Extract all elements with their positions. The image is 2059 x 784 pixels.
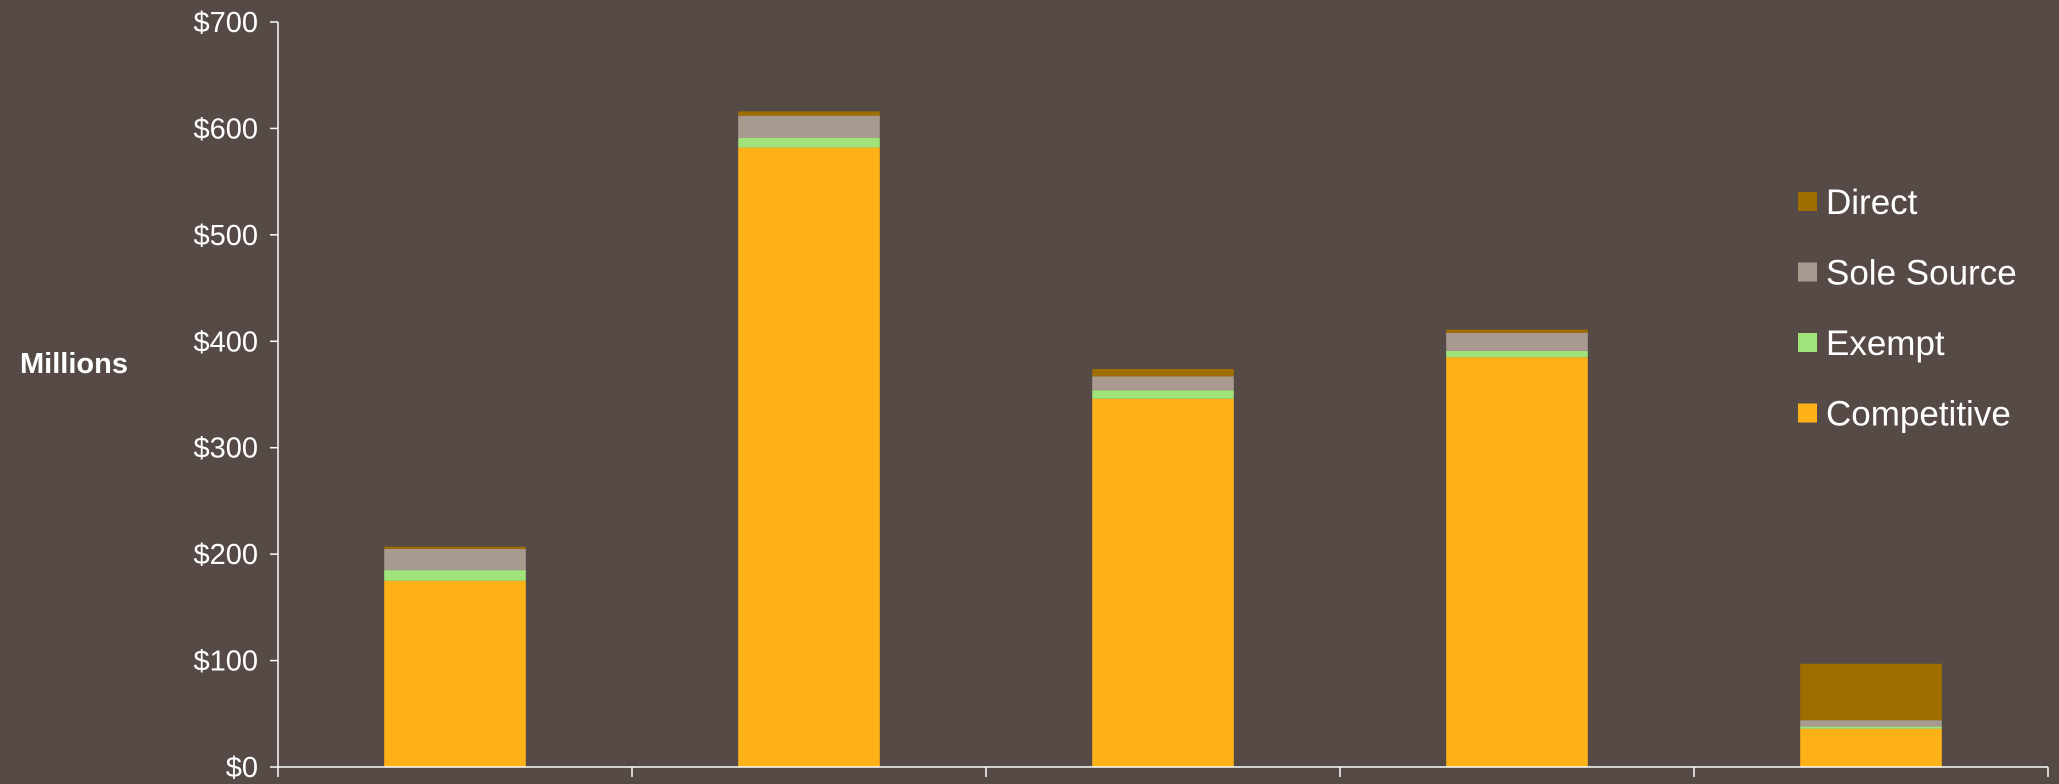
y-tick-label: $500 (193, 220, 258, 252)
bar-segment-direct (1446, 329, 1588, 333)
y-tick-label: $200 (193, 539, 258, 571)
bar-segment-competitive (1092, 398, 1234, 767)
bar-segment-direct (1800, 663, 1942, 721)
y-tick-label: $0 (226, 752, 258, 784)
bar-segment-exempt (384, 570, 526, 581)
y-tick-label: $100 (193, 646, 258, 678)
y-tick-label: $600 (193, 113, 258, 145)
bar-segment-exempt (1092, 390, 1234, 399)
y-tick-label: $700 (193, 7, 258, 39)
bar-segment-sole-source (384, 548, 526, 571)
legend: Direct Sole Source Exempt Competitive (1798, 183, 2017, 434)
legend-swatch (1798, 262, 1817, 282)
bar-segment-exempt (1800, 726, 1942, 729)
bar-segment-competitive (738, 147, 880, 768)
bars (384, 111, 1942, 768)
bar-segment-competitive (384, 580, 526, 767)
bar-segment-competitive (1800, 728, 1942, 767)
y-tick-label: $300 (193, 433, 258, 465)
legend-label: Sole Source (1826, 254, 2017, 293)
bar-segment-sole-source (1800, 720, 1942, 727)
y-axis-title: Millions (20, 348, 128, 380)
bar-segment-direct (1092, 368, 1234, 377)
legend-swatch (1798, 403, 1817, 423)
axes (277, 22, 2049, 777)
legend-swatch (1798, 192, 1817, 211)
legend-label: Competitive (1826, 395, 2011, 434)
bar-segment-sole-source (1092, 376, 1234, 391)
bar-segment-competitive (1446, 357, 1588, 767)
y-tick-label: $400 (193, 326, 258, 358)
legend-swatch (1798, 333, 1817, 352)
bar-segment-exempt (738, 138, 880, 148)
bar-segment-direct (738, 111, 880, 116)
bar-segment-direct (384, 546, 526, 549)
bar-segment-exempt (1446, 350, 1588, 358)
bar-segment-sole-source (1446, 332, 1588, 351)
legend-label: Exempt (1826, 324, 1945, 363)
y-axis-ticks: $0 $100 $200 $300 $400 $500 $600 $700 (193, 7, 278, 784)
bar-segment-sole-source (738, 115, 880, 139)
legend-label: Direct (1826, 183, 1918, 222)
